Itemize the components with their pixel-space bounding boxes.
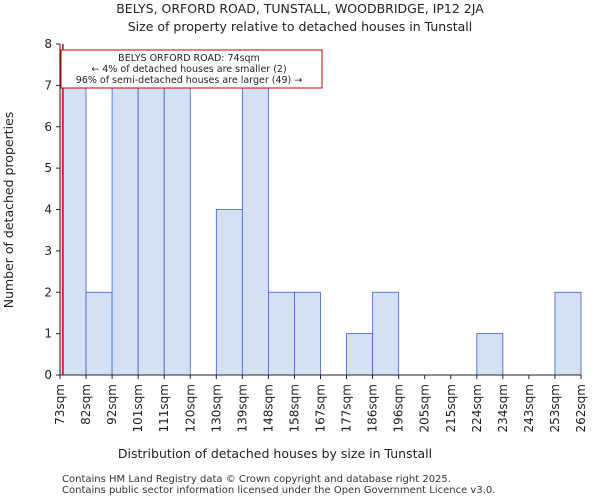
annotation-line2: ← 4% of detached houses are smaller (2): [91, 64, 286, 75]
bar-111sqm: [163, 84, 191, 376]
bar-130sqm: [215, 209, 243, 376]
x-tick-label-186sqm: 186sqm: [366, 384, 380, 432]
y-tick-label-3: 3: [44, 244, 52, 258]
y-tick-label-1: 1: [44, 327, 52, 341]
x-tick-label-73sqm: 73sqm: [53, 384, 67, 425]
bar-186sqm: [372, 291, 400, 376]
bar-73sqm: [59, 84, 87, 376]
x-tick-label-111sqm: 111sqm: [157, 384, 171, 432]
x-tick-label-177sqm: 177sqm: [340, 384, 354, 432]
chart-title-line1: BELYS, ORFORD ROAD, TUNSTALL, WOODBRIDGE…: [116, 1, 484, 16]
annotation-line3: 96% of semi-detached houses are larger (…: [76, 75, 303, 86]
x-tick-label-234sqm: 234sqm: [496, 384, 510, 432]
x-tick-label-101sqm: 101sqm: [131, 384, 145, 432]
y-tick-label-7: 7: [44, 78, 52, 92]
y-tick-label-6: 6: [44, 120, 52, 134]
annotation-box: BELYS ORFORD ROAD: 74sqm ← 4% of detache…: [60, 49, 323, 89]
x-tick-label-92sqm: 92sqm: [105, 384, 119, 425]
y-tick-label-4: 4: [44, 203, 52, 217]
x-tick-label-205sqm: 205sqm: [418, 384, 432, 432]
x-tick-label-130sqm: 130sqm: [209, 384, 223, 432]
y-tick-label-5: 5: [44, 161, 52, 175]
x-tick-label-167sqm: 167sqm: [314, 384, 328, 432]
x-axis-label: Distribution of detached houses by size …: [118, 446, 432, 461]
bar-chart: BELYS, ORFORD ROAD, TUNSTALL, WOODBRIDGE…: [1, 1, 588, 461]
bars-group: [59, 84, 582, 376]
y-tick-label-8: 8: [44, 37, 52, 51]
annotation-line1: BELYS ORFORD ROAD: 74sqm: [118, 53, 260, 64]
x-tick-label-253sqm: 253sqm: [548, 384, 562, 432]
x-tick-label-120sqm: 120sqm: [183, 384, 197, 432]
bar-224sqm: [476, 333, 504, 376]
y-tick-label-2: 2: [44, 285, 52, 299]
bar-82sqm: [85, 291, 113, 376]
footer-line1: Contains HM Land Registry data © Crown c…: [62, 474, 451, 485]
chart-title-line2: Size of property relative to detached ho…: [128, 19, 473, 34]
bar-92sqm: [111, 84, 139, 376]
x-tick-label-224sqm: 224sqm: [470, 384, 484, 432]
x-tick-label-82sqm: 82sqm: [79, 384, 93, 425]
bar-253sqm: [554, 291, 582, 376]
x-tick-label-139sqm: 139sqm: [235, 384, 249, 432]
bar-158sqm: [294, 291, 321, 376]
x-tick-label-243sqm: 243sqm: [522, 384, 536, 432]
x-tick-label-262sqm: 262sqm: [574, 384, 588, 432]
y-axis-label: Number of detached properties: [1, 112, 16, 309]
bar-148sqm: [267, 291, 295, 376]
bar-101sqm: [137, 84, 165, 376]
y-ticks-group: 0 1 2 3 4 5 6 7 8: [44, 37, 60, 382]
bar-139sqm: [241, 84, 269, 376]
x-tick-label-215sqm: 215sqm: [444, 384, 458, 432]
y-tick-label-0: 0: [44, 368, 52, 382]
x-tick-label-196sqm: 196sqm: [392, 384, 406, 432]
footer-line2: Contains public sector information licen…: [62, 485, 496, 496]
annotation-frame: [60, 49, 323, 89]
x-tick-label-148sqm: 148sqm: [261, 384, 275, 432]
x-tick-label-158sqm: 158sqm: [287, 384, 301, 432]
bar-177sqm: [346, 333, 373, 376]
x-ticks-group: 73sqm 82sqm 92sqm 101sqm 111sqm 120sqm 130sqm 1…: [53, 375, 588, 432]
